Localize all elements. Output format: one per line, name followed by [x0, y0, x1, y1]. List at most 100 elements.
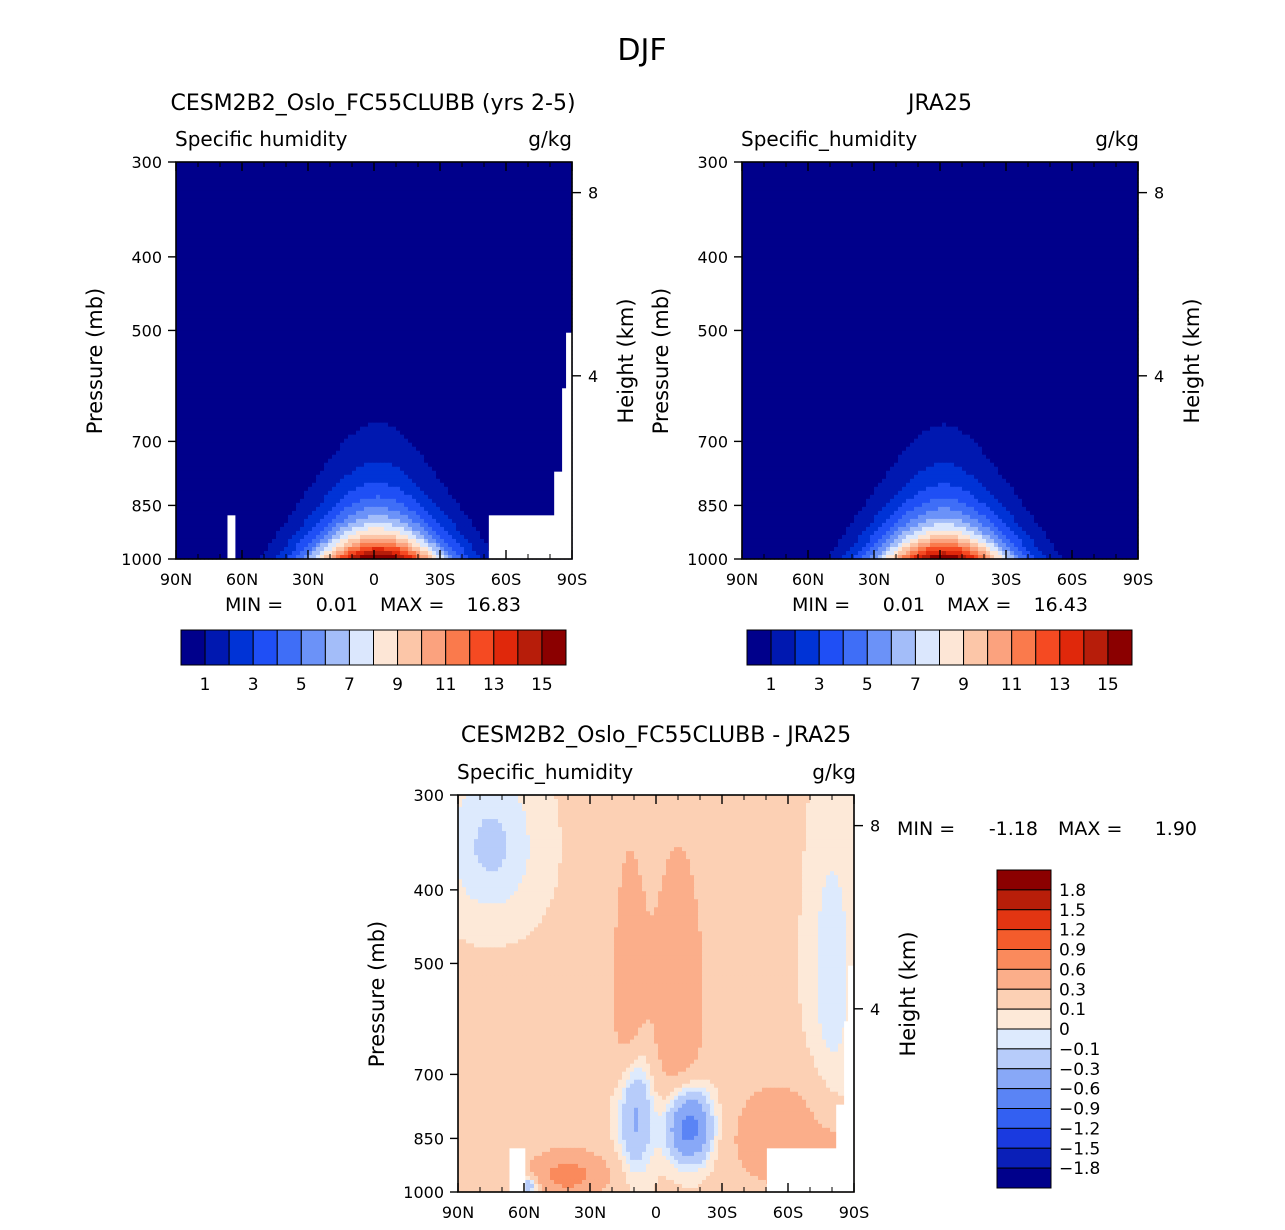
contour-cell [232, 190, 237, 195]
contour-cell [496, 178, 501, 183]
contour-cell [192, 166, 197, 171]
contour-cell [392, 174, 397, 179]
contour-cell [416, 178, 421, 183]
contour-cell [376, 182, 381, 187]
contour-cell [460, 170, 465, 175]
contour-cell [500, 166, 505, 171]
contour-cell [284, 178, 289, 183]
contour-cell [416, 182, 421, 187]
contour-cell [532, 178, 537, 183]
contour-cell [276, 166, 281, 171]
contour-cell [308, 174, 313, 179]
contour-cell [184, 166, 189, 171]
contour-cell [436, 194, 441, 199]
contour-cell [240, 174, 245, 179]
contour-cell [452, 186, 457, 191]
contour-cell [420, 186, 425, 191]
contour-cell [416, 174, 421, 179]
contour-cell [344, 190, 349, 195]
contour-cell [516, 186, 521, 191]
contour-cell [368, 186, 373, 191]
contour-cell [448, 170, 453, 175]
contour-cell [384, 182, 389, 187]
contour-cell [376, 174, 381, 179]
contour-cell [544, 182, 549, 187]
contour-cell [312, 186, 317, 191]
contour-cell [476, 190, 481, 195]
contour-cell [352, 170, 357, 175]
contour-cell [472, 190, 477, 195]
contour-cell [292, 174, 297, 179]
contour-cell [304, 174, 309, 179]
contour-cell [316, 190, 321, 195]
contour-cell [552, 170, 557, 175]
contour-cell [352, 182, 357, 187]
contour-cell [412, 186, 417, 191]
contour-cell [448, 174, 453, 179]
contour-cell [368, 174, 373, 179]
contour-cell [188, 178, 193, 183]
contour-cell [332, 190, 337, 195]
contour-cell [448, 194, 453, 199]
contour-cell [244, 182, 249, 187]
contour-cell [524, 174, 529, 179]
contour-cell [536, 174, 541, 179]
contour-cell [200, 166, 205, 171]
contour-cell [308, 186, 313, 191]
contour-cell [468, 194, 473, 199]
contour-cell [352, 186, 357, 191]
contour-cell [512, 186, 517, 191]
contour-cell [308, 182, 313, 187]
contour-cell [444, 170, 449, 175]
contour-cell [528, 166, 533, 171]
contour-cell [480, 178, 485, 183]
contour-cell [280, 170, 285, 175]
contour-cell [180, 194, 185, 199]
contour-cell [348, 174, 353, 179]
contour-cell [520, 174, 525, 179]
contour-cell [444, 182, 449, 187]
contour-cell [300, 194, 305, 199]
contour-cell [536, 190, 541, 195]
contour-cell [472, 182, 477, 187]
contour-cell [336, 170, 341, 175]
contour-cell [448, 166, 453, 171]
contour-cell [228, 190, 233, 195]
contour-cell [384, 194, 389, 199]
contour-cell [300, 178, 305, 183]
contour-cell [352, 178, 357, 183]
contour-cell [288, 186, 293, 191]
contour-cell [332, 186, 337, 191]
contour-cell [248, 190, 253, 195]
contour-cell [408, 186, 413, 191]
contour-cell [424, 170, 429, 175]
contour-cell [400, 190, 405, 195]
contour-cell [252, 166, 257, 171]
contour-cell [184, 198, 189, 203]
contour-cell [520, 190, 525, 195]
variable-label: Specific humidity [175, 127, 348, 151]
contour-cell [540, 194, 545, 199]
contour-cell [336, 194, 341, 199]
contour-cell [300, 170, 305, 175]
contour-cell [252, 170, 257, 175]
contour-cell [216, 194, 221, 199]
contour-cell [544, 166, 549, 171]
contour-cell [564, 166, 569, 171]
contour-cell [208, 182, 213, 187]
contour-cell [424, 178, 429, 183]
contour-cell [456, 182, 461, 187]
contour-cell [268, 186, 273, 191]
contour-cell [316, 178, 321, 183]
contour-cell [556, 194, 561, 199]
contour-cell [344, 174, 349, 179]
contour-cell [416, 190, 421, 195]
contour-cell [488, 170, 493, 175]
contour-cell [440, 194, 445, 199]
contour-cell [356, 190, 361, 195]
contour-cell [308, 190, 313, 195]
contour-cell [292, 186, 297, 191]
contour-cell [512, 182, 517, 187]
contour-cell [344, 186, 349, 191]
contour-cell [484, 186, 489, 191]
